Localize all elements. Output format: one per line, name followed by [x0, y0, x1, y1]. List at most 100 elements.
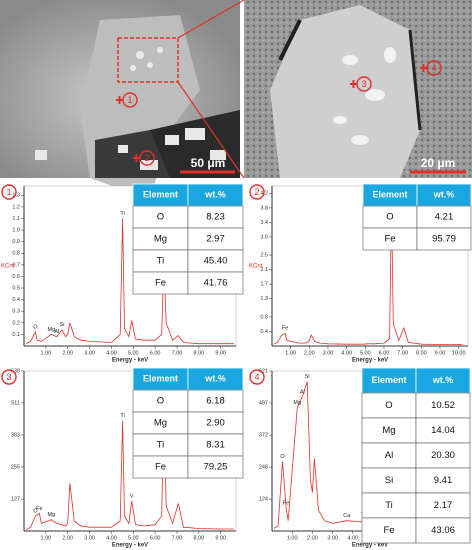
x-tick-label: 5.00	[360, 350, 371, 356]
x-tick-label: 6.00	[379, 350, 390, 356]
table-cell-text: 45.40	[204, 256, 228, 267]
marker-circle	[249, 369, 265, 385]
x-tick-label: 5.00	[128, 350, 139, 356]
y-tick-label: 3.0	[260, 234, 268, 240]
table-cell-text: 8.23	[206, 212, 225, 223]
table-cell	[361, 467, 417, 494]
x-tick-label: 4.00	[341, 350, 352, 356]
x-tick-label: 6.00	[150, 535, 161, 541]
x-tick-label: 10.00	[452, 350, 466, 356]
marker-label: 2	[144, 153, 149, 163]
y-axis-label: KCnt	[249, 264, 263, 270]
table-cell-text: Si	[385, 475, 393, 486]
y-tick-label: 3.4	[260, 220, 268, 226]
table-cell-text: 41.76	[204, 278, 228, 289]
peak-label: Al	[300, 389, 305, 395]
y-tick-label: 248	[259, 465, 268, 471]
y-tick-label: 1.0	[12, 228, 20, 234]
x-axis-label: Energy - keV	[352, 358, 388, 364]
table-cell-text: O	[385, 400, 392, 411]
table-cell-text: 20.30	[431, 450, 455, 461]
x-tick-label: 9.00	[215, 535, 226, 541]
peak-label: Fe	[282, 326, 288, 332]
table-cell	[415, 492, 471, 519]
y-tick-label: 0.2	[12, 320, 20, 326]
y-tick-label: 2.1	[260, 267, 268, 273]
table-cell-text: 2.17	[434, 500, 453, 511]
table-cell-text: 4.21	[435, 212, 454, 223]
table-cell-text: Al	[385, 450, 393, 461]
y-tick-label: 383	[11, 432, 20, 438]
y-tick-label: 0.3	[12, 309, 20, 315]
spectrum-line	[273, 204, 463, 345]
spectrum-line	[26, 390, 234, 531]
y-tick-label: 511	[11, 400, 20, 406]
table-cell-text: 6.18	[206, 396, 225, 407]
marker-circle	[1, 184, 17, 200]
table-cell-text: 79.25	[204, 462, 228, 473]
y-tick-label: 0.5	[12, 285, 20, 291]
table-cell	[415, 392, 471, 419]
x-tick-label: 5.00	[128, 535, 139, 541]
table-cell	[361, 442, 417, 469]
peak-label: Si	[60, 322, 65, 328]
table-cell-text: Mg	[382, 425, 395, 436]
marker-circle	[1, 369, 17, 385]
x-tick-label: 8.00	[193, 350, 204, 356]
y-tick-label: 127	[11, 497, 20, 503]
table-cell-text: 14.04	[431, 425, 455, 436]
y-tick-label: 124	[259, 497, 268, 503]
table-cell-text: 95.79	[432, 234, 456, 245]
table-cell-text: Ti	[157, 256, 165, 267]
y-tick-label: 1.3	[12, 193, 20, 199]
table-cell-text: Ti	[385, 500, 393, 511]
peak-label: O	[280, 454, 285, 460]
table-cell-text: 2.90	[206, 418, 225, 429]
peak-label: Al	[54, 329, 59, 335]
x-tick-label: 9.00	[435, 350, 446, 356]
sem-image-right: 20 μm	[244, 0, 472, 178]
marker-circle	[426, 60, 442, 76]
marker-circle	[122, 92, 138, 108]
x-tick-label: 7.00	[172, 350, 183, 356]
marker-label: 1	[6, 187, 11, 197]
marker-label: 3	[361, 79, 366, 89]
x-tick-label: 6.00	[150, 350, 161, 356]
y-tick-label: 1.3	[260, 296, 268, 302]
table-cell-text: 8.31	[206, 440, 225, 451]
y-tick-label: 372	[259, 433, 268, 439]
x-tick-label: 4.00	[106, 535, 117, 541]
y-tick-label: 0.4	[12, 297, 20, 303]
table-cell-text: Fe	[155, 278, 166, 289]
y-tick-label: 0.6	[12, 274, 20, 280]
scale-bar-label: 50 μm	[191, 156, 226, 170]
y-tick-label: 1.2	[12, 204, 20, 210]
x-tick-label: 3.00	[84, 350, 95, 356]
sem-image-left: 50 μm	[0, 0, 245, 200]
table-cell	[187, 271, 244, 295]
peak-label: Si	[305, 374, 310, 380]
marker-circle	[356, 76, 372, 92]
table-cell	[361, 517, 417, 544]
table-cell-text: O	[157, 212, 164, 223]
table-cell-text: Fe	[383, 525, 394, 536]
x-tick-label: 1.00	[40, 350, 51, 356]
table-cell-text: 2.97	[206, 234, 225, 245]
table-header-text: wt.%	[432, 375, 454, 385]
x-tick-label: 7.00	[397, 350, 408, 356]
table-cell-text: Mg	[154, 418, 167, 429]
x-tick-label: 4.00	[347, 535, 358, 541]
table-header-text: wt.%	[433, 189, 455, 199]
table-header-text: wt.%	[204, 189, 226, 199]
peak-label: Mg	[293, 400, 301, 406]
y-tick-label: 0.8	[12, 251, 20, 257]
y-tick-label: 0.7	[12, 262, 20, 268]
x-tick-label: 2.00	[304, 350, 315, 356]
x-tick-label: 1.00	[40, 535, 51, 541]
table-cell-text: Ti	[157, 440, 165, 451]
table-cell-text: Fe	[384, 234, 395, 245]
y-tick-label: 621	[259, 368, 268, 374]
peak-label: Ca	[343, 513, 351, 519]
marker-circle	[139, 150, 155, 166]
